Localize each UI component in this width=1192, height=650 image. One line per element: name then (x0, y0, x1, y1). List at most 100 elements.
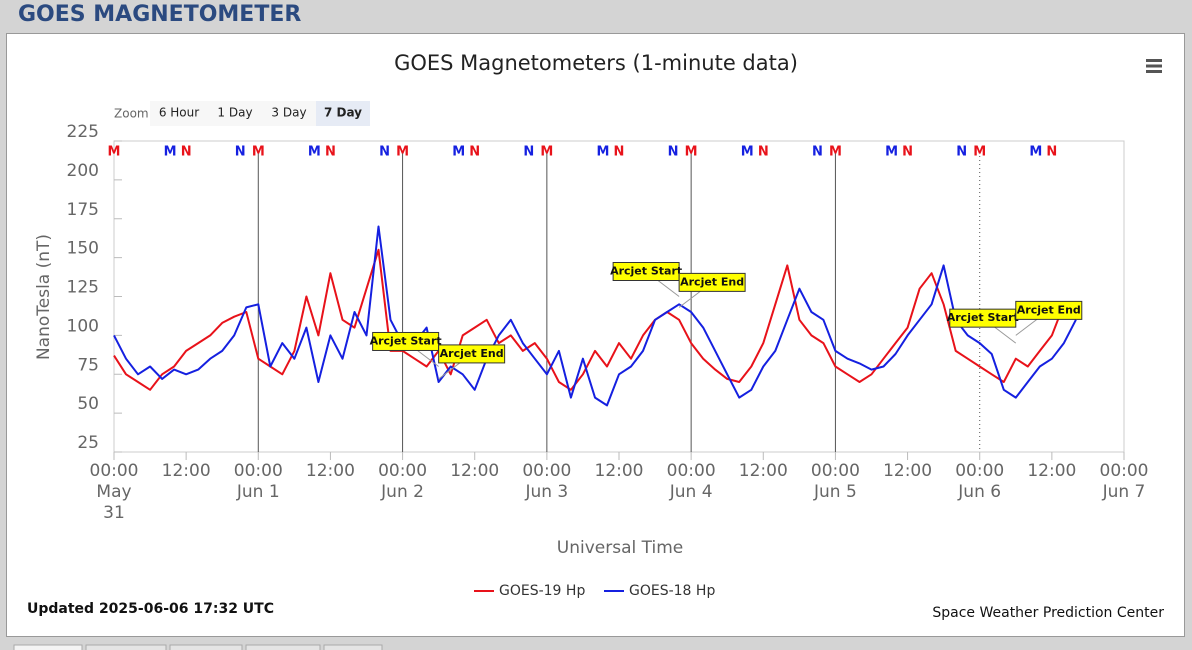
y-tick-label: 225 (67, 122, 99, 142)
position-marker: M (829, 145, 842, 160)
zoom-button[interactable] (262, 101, 316, 126)
zoom-button-label[interactable]: 3 Day (271, 106, 306, 120)
annotation-label: Arcjet End (440, 347, 504, 360)
x-tick-label: 12:00 (306, 461, 355, 481)
x-tick-label: 00:00 (378, 461, 427, 481)
x-tick-label: 00:00 (955, 461, 1004, 481)
annotation-label: Arcjet Start (610, 265, 682, 278)
position-marker: M (596, 145, 609, 160)
chart-title: GOES Magnetometers (1-minute data) (394, 51, 798, 75)
position-marker: M (396, 145, 409, 160)
x-tick-label: 00:00 (1100, 461, 1149, 481)
x-tick-label: 00:00 (234, 461, 283, 481)
credit: Space Weather Prediction Center (932, 605, 1164, 621)
x-tick-label: 00:00 (811, 461, 860, 481)
annotation-label: Arcjet End (1017, 303, 1081, 316)
menu-bar (1146, 70, 1162, 73)
annotation-box (1015, 300, 1083, 320)
legend-label[interactable]: GOES-19 Hp (499, 583, 585, 599)
menu-button[interactable] (1146, 59, 1162, 73)
x-tick-label: 12:00 (739, 461, 788, 481)
position-marker: N (812, 145, 823, 160)
x-tick-label: 00:00 (90, 461, 139, 481)
zoom-button[interactable] (208, 101, 262, 126)
y-tick-label: 50 (77, 394, 99, 414)
x-date-label: Jun 6 (958, 482, 1002, 502)
data-line (113, 225, 1077, 407)
menu-bar (1146, 59, 1162, 62)
x-tick-label: 12:00 (450, 461, 499, 481)
tab[interactable] (245, 644, 321, 650)
tab[interactable] (13, 644, 83, 650)
x-date-label: Jun 5 (814, 482, 857, 502)
position-marker: N (469, 145, 480, 160)
y-tick-label: 150 (67, 239, 99, 259)
x-date-label: Jun 4 (669, 482, 713, 502)
position-marker: M (685, 145, 698, 160)
x-tick-label: 12:00 (1027, 461, 1076, 481)
position-marker: N (902, 145, 913, 160)
position-marker: N (956, 145, 967, 160)
position-marker: M (452, 145, 465, 160)
y-axis-title: NanoTesla (nT) (34, 234, 54, 360)
x-tick-label: 12:00 (595, 461, 644, 481)
x-tick-label: 00:00 (667, 461, 716, 481)
y-tick-label: 25 (77, 433, 99, 453)
annotation-label: Arcjet Start (947, 311, 1019, 324)
position-marker: N (758, 145, 769, 160)
y-tick-label: 175 (67, 200, 99, 220)
position-marker: M (252, 145, 265, 160)
annotation-box (372, 331, 440, 351)
x-tick-label: 12:00 (162, 461, 211, 481)
zoom-button[interactable] (316, 101, 370, 126)
annotation-box (438, 344, 506, 364)
zoom-button-label[interactable]: 7 Day (324, 106, 362, 120)
x-date-label: May 31 (96, 482, 132, 523)
x-date-label: Jun 3 (525, 482, 569, 502)
zoom-label: Zoom (114, 107, 149, 121)
zoom-button[interactable] (150, 101, 208, 126)
position-marker: M (1029, 145, 1042, 160)
y-tick-label: 200 (67, 161, 99, 181)
position-marker: N (181, 145, 192, 160)
position-marker: N (1046, 145, 1057, 160)
position-marker: N (614, 145, 625, 160)
x-date-label: Jun 1 (236, 482, 280, 502)
position-marker: N (379, 145, 390, 160)
position-marker: M (108, 145, 121, 160)
zoom-button-label[interactable]: 1 Day (217, 106, 252, 120)
x-tick-label: 00:00 (522, 461, 571, 481)
x-date-label: Jun 7 (1102, 482, 1146, 502)
tab[interactable] (169, 644, 243, 650)
menu-bar (1146, 64, 1162, 68)
data-line (113, 248, 1077, 391)
position-marker: N (668, 145, 679, 160)
position-marker: M (540, 145, 553, 160)
y-tick-label: 100 (67, 316, 99, 336)
y-tick-label: 125 (67, 278, 99, 298)
tab[interactable] (85, 644, 167, 650)
zoom-button-label[interactable]: 6 Hour (159, 106, 199, 120)
x-tick-label: 12:00 (883, 461, 932, 481)
position-marker: M (164, 145, 177, 160)
position-marker: M (973, 145, 986, 160)
annotation-label: Arcjet Start (370, 334, 442, 347)
position-marker: N (523, 145, 534, 160)
x-date-label: Jun 2 (381, 482, 424, 502)
annotation-box (678, 272, 746, 292)
position-marker: N (235, 145, 246, 160)
position-marker: N (325, 145, 336, 160)
position-marker: M (741, 145, 754, 160)
position-marker: M (308, 145, 321, 160)
position-marker: M (885, 145, 898, 160)
x-axis-title: Universal Time (557, 538, 683, 558)
y-tick-label: 75 (77, 355, 99, 375)
annotation-box (612, 262, 680, 281)
annotation-label: Arcjet End (680, 275, 744, 288)
legend-label[interactable]: GOES-18 Hp (629, 583, 715, 599)
page-title: GOES MAGNETOMETER (18, 2, 301, 27)
chart-panel (6, 33, 1185, 637)
tab[interactable] (323, 644, 383, 650)
